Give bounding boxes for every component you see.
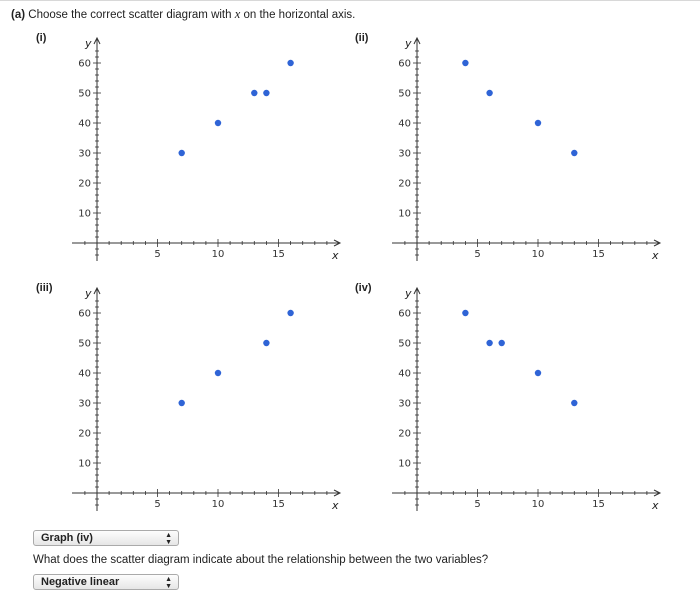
y-tick-label: 30 bbox=[78, 149, 91, 160]
data-points bbox=[462, 309, 578, 407]
question-text-after: on the horizontal axis. bbox=[243, 9, 356, 21]
axes: 5 10 15 10 20 30 40 50 60 x y bbox=[72, 286, 342, 512]
y-tick-label: 60 bbox=[398, 309, 411, 320]
y-tick-label: 10 bbox=[398, 459, 411, 470]
x-tick-label: 5 bbox=[474, 249, 480, 260]
question-text-before: Choose the correct scatter diagram with bbox=[28, 9, 232, 21]
y-axis-arrow-icon bbox=[93, 286, 101, 295]
y-tick-label: 30 bbox=[398, 399, 411, 410]
x-tick-label: 10 bbox=[212, 249, 225, 260]
y-axis-label: y bbox=[404, 37, 412, 50]
x-axis-arrow-icon bbox=[653, 239, 662, 247]
y-tick-label: 30 bbox=[398, 149, 411, 160]
y-tick-label: 10 bbox=[398, 209, 411, 220]
data-points bbox=[178, 309, 294, 407]
panel-label-iii: (iii) bbox=[36, 282, 53, 294]
axes: 5 10 15 10 20 30 40 50 60 x y bbox=[72, 36, 342, 262]
data-point bbox=[571, 399, 578, 407]
relationship-question: What does the scatter diagram indicate a… bbox=[33, 554, 489, 566]
data-point bbox=[178, 399, 185, 407]
question-text: (a) Choose the correct scatter diagram w… bbox=[11, 7, 355, 22]
x-tick-label: 5 bbox=[154, 499, 160, 510]
data-points bbox=[178, 59, 294, 157]
question-part-label: (a) bbox=[11, 9, 26, 21]
y-tick-label: 20 bbox=[398, 429, 411, 440]
y-tick-label: 50 bbox=[398, 339, 411, 350]
y-axis-label: y bbox=[404, 287, 412, 300]
y-tick-label: 40 bbox=[78, 369, 91, 380]
x-tick-label: 10 bbox=[212, 499, 225, 510]
y-tick-label: 60 bbox=[398, 59, 411, 70]
y-tick-label: 40 bbox=[398, 369, 411, 380]
axes: 5 10 15 10 20 30 40 50 60 x y bbox=[392, 36, 662, 262]
y-tick-label: 30 bbox=[78, 399, 91, 410]
x-tick-label: 10 bbox=[532, 499, 545, 510]
y-axis-arrow-icon bbox=[413, 36, 421, 45]
top-rule bbox=[0, 0, 700, 1]
x-axis-label: x bbox=[651, 249, 659, 262]
data-point bbox=[462, 309, 469, 317]
data-point bbox=[287, 309, 294, 317]
question-variable: x bbox=[234, 7, 241, 21]
x-axis-label: x bbox=[331, 249, 339, 262]
y-axis-arrow-icon bbox=[93, 36, 101, 45]
y-axis-arrow-icon bbox=[413, 286, 421, 295]
x-tick-label: 15 bbox=[272, 249, 285, 260]
panel-label-ii: (ii) bbox=[355, 32, 369, 44]
x-axis-arrow-icon bbox=[653, 489, 662, 497]
data-point bbox=[486, 89, 493, 97]
y-tick-label: 60 bbox=[78, 309, 91, 320]
data-point bbox=[178, 149, 185, 157]
y-tick-label: 40 bbox=[78, 119, 91, 130]
x-axis-label: x bbox=[651, 499, 659, 512]
x-tick-label: 10 bbox=[532, 249, 545, 260]
data-point bbox=[251, 89, 258, 97]
y-tick-label: 20 bbox=[78, 429, 91, 440]
data-point bbox=[214, 119, 222, 127]
data-point bbox=[214, 369, 222, 377]
x-axis-arrow-icon bbox=[333, 239, 342, 247]
x-axis-label: x bbox=[331, 499, 339, 512]
x-tick-label: 15 bbox=[272, 499, 285, 510]
x-axis-arrow-icon bbox=[333, 489, 342, 497]
y-tick-label: 10 bbox=[78, 209, 91, 220]
data-point bbox=[534, 369, 542, 377]
x-tick-label: 5 bbox=[154, 249, 160, 260]
relationship-select-value: Negative linear bbox=[41, 576, 120, 588]
data-point bbox=[263, 89, 270, 97]
axes: 5 10 15 10 20 30 40 50 60 x y bbox=[392, 286, 662, 512]
data-point bbox=[287, 59, 294, 67]
relationship-select[interactable]: Negative linear ▲ ▼ bbox=[33, 574, 179, 590]
x-tick-label: 5 bbox=[474, 499, 480, 510]
data-point bbox=[498, 339, 505, 347]
y-axis-label: y bbox=[84, 37, 92, 50]
y-tick-label: 60 bbox=[78, 59, 91, 70]
y-axis-label: y bbox=[84, 287, 92, 300]
graph-select[interactable]: Graph (iv) ▲ ▼ bbox=[33, 530, 179, 546]
y-tick-label: 20 bbox=[398, 179, 411, 190]
y-tick-label: 50 bbox=[78, 89, 91, 100]
y-tick-label: 50 bbox=[398, 89, 411, 100]
data-points bbox=[462, 59, 578, 157]
y-tick-label: 10 bbox=[78, 459, 91, 470]
data-point bbox=[486, 339, 493, 347]
select-arrows-icon: ▲ ▼ bbox=[165, 532, 172, 546]
panel-label-iv: (iv) bbox=[355, 282, 372, 294]
y-tick-label: 50 bbox=[78, 339, 91, 350]
data-point bbox=[462, 59, 469, 67]
data-point bbox=[534, 119, 542, 127]
x-tick-label: 15 bbox=[592, 249, 605, 260]
select-arrows-icon: ▲ ▼ bbox=[165, 576, 172, 590]
panel-label-i: (i) bbox=[36, 32, 47, 44]
y-tick-label: 40 bbox=[398, 119, 411, 130]
data-point bbox=[263, 339, 270, 347]
y-tick-label: 20 bbox=[78, 179, 91, 190]
data-point bbox=[571, 149, 578, 157]
graph-select-value: Graph (iv) bbox=[41, 532, 93, 544]
x-tick-label: 15 bbox=[592, 499, 605, 510]
